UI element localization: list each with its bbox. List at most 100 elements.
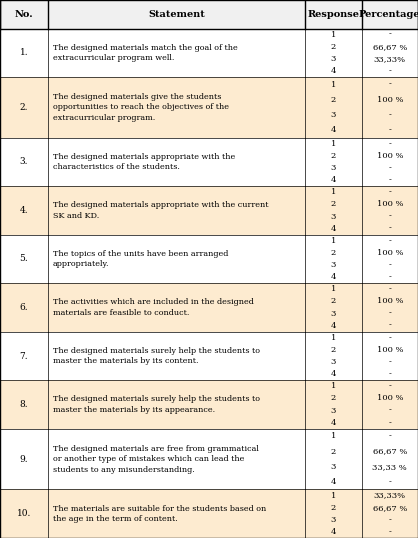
Text: 4.: 4. <box>20 206 28 215</box>
Text: The designed materials surely help the students to
master the materials by its c: The designed materials surely help the s… <box>53 347 260 365</box>
Text: -: - <box>388 164 391 172</box>
Text: 1: 1 <box>331 334 336 342</box>
Text: Statement: Statement <box>148 10 205 19</box>
Text: 8.: 8. <box>20 400 28 409</box>
Bar <box>0 0 418 29</box>
Bar <box>0 283 418 332</box>
Text: 3: 3 <box>331 358 336 366</box>
Text: 3: 3 <box>331 309 336 317</box>
Text: No.: No. <box>15 10 33 19</box>
Text: 100 %: 100 % <box>377 298 403 306</box>
Text: 3: 3 <box>331 111 336 119</box>
Bar <box>0 235 418 283</box>
Text: 5.: 5. <box>20 254 28 264</box>
Text: -: - <box>388 176 391 184</box>
Text: 4: 4 <box>331 176 336 184</box>
Text: -: - <box>388 261 391 269</box>
Text: 9.: 9. <box>20 455 28 464</box>
Text: -: - <box>388 225 391 232</box>
Bar <box>0 186 418 235</box>
Circle shape <box>213 204 330 355</box>
Text: -: - <box>388 407 391 415</box>
Bar <box>0 138 418 186</box>
Text: 2: 2 <box>331 448 336 456</box>
Circle shape <box>138 108 405 452</box>
Text: -: - <box>388 358 391 366</box>
Text: 4: 4 <box>331 419 336 427</box>
Text: -: - <box>388 213 391 221</box>
Text: 3: 3 <box>331 55 336 63</box>
Text: The designed materials give the students
opportunities to reach the objectives o: The designed materials give the students… <box>53 93 229 122</box>
Bar <box>0 29 418 77</box>
Text: 1: 1 <box>331 188 336 196</box>
Text: 1.: 1. <box>20 48 28 57</box>
Text: -: - <box>388 273 391 281</box>
Text: 100 %: 100 % <box>377 201 403 208</box>
Text: The designed materials surely help the students to
master the materials by its a: The designed materials surely help the s… <box>53 395 260 414</box>
Text: 10.: 10. <box>17 509 31 518</box>
Text: 2: 2 <box>331 298 336 306</box>
Bar <box>0 490 418 538</box>
Text: -: - <box>388 111 391 119</box>
Bar <box>0 380 418 429</box>
Text: 33,33%: 33,33% <box>374 492 406 500</box>
Text: 2: 2 <box>331 249 336 257</box>
Text: 1: 1 <box>331 140 336 148</box>
Text: The topics of the units have been arranged
appropriately.: The topics of the units have been arrang… <box>53 250 229 268</box>
Text: 33,33 %: 33,33 % <box>372 463 407 471</box>
Text: The designed materials match the goal of the
extracurricular program well.: The designed materials match the goal of… <box>53 44 238 62</box>
Text: -: - <box>388 433 391 441</box>
Text: 66,67 %: 66,67 % <box>372 448 407 456</box>
Text: 2: 2 <box>331 346 336 354</box>
Text: 100 %: 100 % <box>377 96 403 104</box>
Text: 4: 4 <box>331 225 336 232</box>
Text: 66,67 %: 66,67 % <box>372 504 407 512</box>
Text: 3: 3 <box>331 261 336 269</box>
Text: 4: 4 <box>331 528 336 536</box>
Text: 2: 2 <box>331 201 336 208</box>
Text: -: - <box>388 322 391 330</box>
Text: 1: 1 <box>331 383 336 391</box>
Text: 3: 3 <box>331 407 336 415</box>
Text: -: - <box>388 67 391 75</box>
Text: 2.: 2. <box>20 103 28 112</box>
Text: 4: 4 <box>331 126 336 134</box>
Bar <box>0 429 418 490</box>
Text: 1: 1 <box>331 81 336 89</box>
Text: 3: 3 <box>331 463 336 471</box>
Text: Response: Response <box>307 10 359 19</box>
Text: -: - <box>388 237 391 245</box>
Text: The materials are suitable for the students based on
the age in the term of cont: The materials are suitable for the stude… <box>53 505 266 523</box>
Circle shape <box>188 172 355 387</box>
Text: -: - <box>388 383 391 391</box>
Text: 3.: 3. <box>20 158 28 166</box>
Text: -: - <box>388 188 391 196</box>
Text: -: - <box>388 126 391 134</box>
Text: 3: 3 <box>331 164 336 172</box>
Text: 7.: 7. <box>20 351 28 360</box>
Text: 2: 2 <box>331 43 336 51</box>
Text: 2: 2 <box>331 394 336 402</box>
Text: 4: 4 <box>331 273 336 281</box>
Text: 66,67 %: 66,67 % <box>372 43 407 51</box>
Text: 100 %: 100 % <box>377 346 403 354</box>
Text: 4: 4 <box>331 370 336 378</box>
Text: The activities which are included in the designed
materials are feasible to cond: The activities which are included in the… <box>53 298 254 317</box>
Text: -: - <box>388 370 391 378</box>
Text: 4: 4 <box>331 322 336 330</box>
Bar <box>0 332 418 380</box>
Text: -: - <box>388 285 391 293</box>
Text: Percentage: Percentage <box>359 10 418 19</box>
Text: -: - <box>388 516 391 524</box>
Text: 6.: 6. <box>20 303 28 312</box>
Text: -: - <box>388 419 391 427</box>
Text: 1: 1 <box>331 285 336 293</box>
Text: The designed materials are free from grammatical
or another type of mistakes whi: The designed materials are free from gra… <box>53 445 259 473</box>
Text: 1: 1 <box>331 31 336 39</box>
Text: 1: 1 <box>331 492 336 500</box>
Text: The designed materials appropriate with the
characteristics of the students.: The designed materials appropriate with … <box>53 153 235 171</box>
Text: 1: 1 <box>331 433 336 441</box>
Text: -: - <box>388 478 391 486</box>
Text: -: - <box>388 81 391 89</box>
Text: -: - <box>388 309 391 317</box>
